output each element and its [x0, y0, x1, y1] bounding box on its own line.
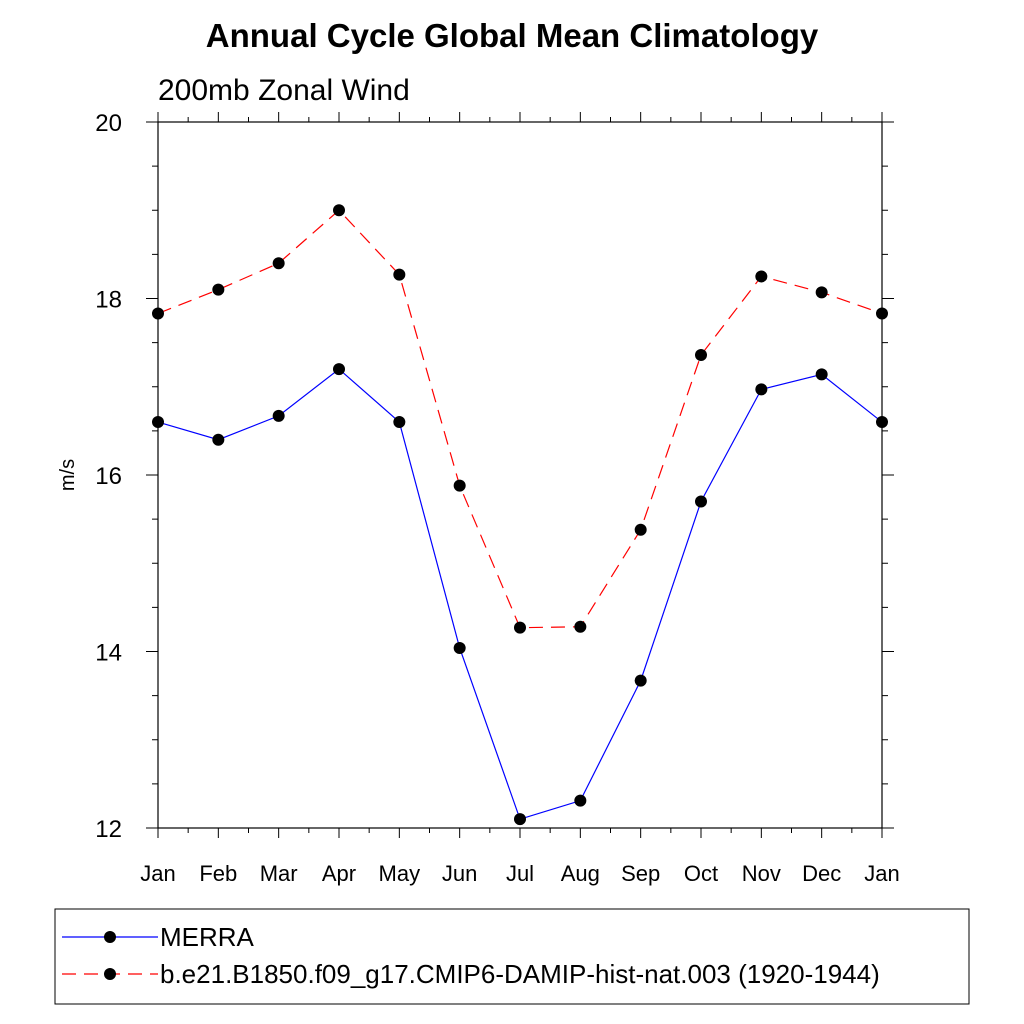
series-1-point	[574, 620, 587, 633]
series-0-point	[695, 495, 707, 508]
legend-marker-0	[104, 931, 116, 943]
x-tick-label: Jan	[864, 861, 899, 886]
series-1-point	[755, 270, 768, 283]
series-0-point	[514, 813, 526, 826]
plot-frame	[157, 121, 883, 829]
series-line-1	[157, 209, 883, 629]
series-layer	[152, 204, 888, 826]
y-tick-labels: 12 14 16 18 20	[95, 110, 122, 843]
series-1-point	[152, 307, 164, 320]
x-tick-label: May	[379, 861, 421, 886]
series-1-point	[212, 283, 225, 296]
legend-label-0: MERRA	[160, 922, 255, 952]
series-1-point	[333, 204, 345, 217]
series-0-point	[574, 794, 587, 807]
x-tick-label: Oct	[684, 861, 718, 886]
series-0-point	[634, 674, 647, 687]
series-1-point	[514, 621, 526, 634]
chart-subtitle: 200mb Zonal Wind	[158, 74, 410, 107]
series-1-point	[815, 286, 828, 299]
y-tick-label: 12	[95, 816, 122, 843]
series-line-0	[157, 368, 883, 820]
x-tick-label: Feb	[199, 861, 237, 886]
y-tick-label: 20	[95, 110, 122, 137]
series-0-point	[453, 641, 466, 654]
x-tick-label: Jul	[506, 861, 534, 886]
series-1-point	[876, 307, 888, 320]
legend-label-1: b.e21.B1850.f09_g17.CMIP6-DAMIP-hist-nat…	[160, 959, 880, 989]
series-0-point	[393, 416, 406, 429]
series-0-point	[876, 416, 888, 429]
legend-marker-1	[104, 968, 116, 980]
series-1-point	[393, 268, 406, 281]
x-tick-label: Jan	[140, 861, 175, 886]
series-0-point	[755, 383, 768, 396]
y-tick-label: 16	[95, 463, 122, 490]
series-0-point	[333, 363, 345, 376]
y-tick-label: 18	[95, 287, 122, 314]
chart-title: Annual Cycle Global Mean Climatology	[206, 17, 819, 54]
x-tick-label: Nov	[742, 861, 781, 886]
series-0-point	[212, 433, 225, 446]
series-1-point	[634, 523, 647, 536]
series-0-point	[272, 409, 285, 422]
x-tick-label: Jun	[442, 861, 477, 886]
legend-box	[54, 908, 970, 1005]
x-tick-label: Apr	[322, 861, 356, 886]
x-tick-labels: Jan Feb Mar Apr May Jun Jul Aug Sep Oct Nov Dec Jan	[140, 861, 899, 886]
series-1-point	[695, 348, 707, 361]
legend: MERRA b.e21.B1850.f09_g17.CMIP6-DAMIP-his…	[62, 922, 880, 989]
y-axis-label: m/s	[57, 459, 79, 491]
series-0-point	[815, 368, 828, 381]
series-0-point	[152, 416, 164, 429]
series-1-point	[453, 479, 466, 492]
axis-ticks	[146, 112, 894, 838]
y-tick-label: 14	[95, 640, 122, 667]
x-tick-label: Sep	[621, 861, 660, 886]
series-1-point	[272, 257, 285, 270]
x-tick-label: Aug	[561, 861, 600, 886]
x-tick-label: Dec	[802, 861, 841, 886]
x-tick-label: Mar	[260, 861, 298, 886]
